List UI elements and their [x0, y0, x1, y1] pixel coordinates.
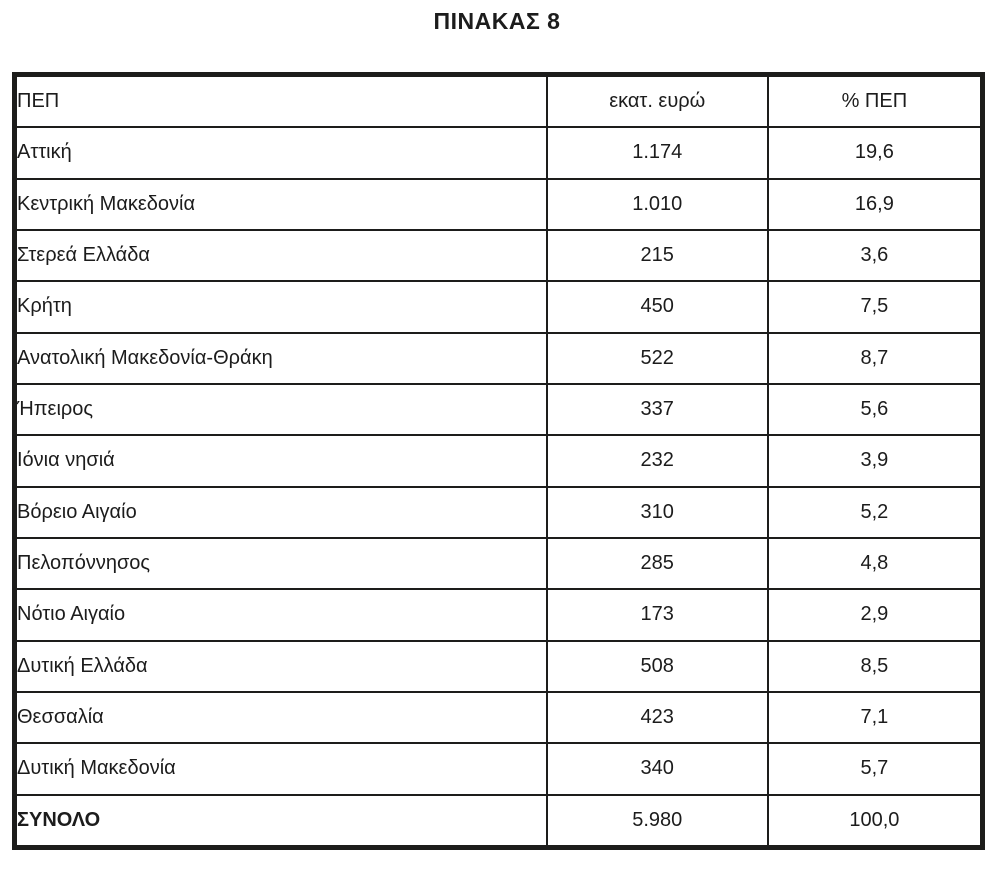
amount-cell: 1.010 — [545, 177, 769, 231]
region-name-cell: Στερεά Ελλάδα — [15, 228, 548, 283]
percent-cell: 5,6 — [766, 382, 983, 437]
table-row: Πελοπόννησος 285 4,8 — [15, 536, 983, 591]
total-amount-cell: 5.980 — [545, 793, 769, 848]
region-name-cell: Δυτική Μακεδονία — [15, 742, 548, 796]
region-name-cell: Δυτική Ελλάδα — [15, 639, 548, 693]
percent-cell: 8,7 — [766, 331, 983, 385]
table-row: Ιόνια νησιά 232 3,9 — [15, 434, 983, 488]
column-header-percent: % ΠΕΠ — [766, 74, 983, 129]
percent-cell: 7,5 — [766, 280, 983, 334]
amount-cell: 310 — [545, 485, 769, 539]
table-row: Βόρειο Αιγαίο 310 5,2 — [15, 485, 983, 539]
amount-cell: 423 — [545, 690, 769, 745]
amount-cell: 337 — [545, 382, 769, 437]
percent-cell: 3,6 — [766, 228, 983, 283]
region-name-cell: Θεσσαλία — [15, 690, 548, 745]
region-name-cell: Ανατολική Μακεδονία-Θράκη — [15, 331, 548, 385]
region-name-cell: Κρήτη — [15, 280, 548, 334]
page-title: ΠΙΝΑΚΑΣ 8 — [433, 8, 561, 34]
amount-cell: 340 — [545, 742, 769, 796]
amount-cell: 508 — [545, 639, 769, 693]
table-row: Θεσσαλία 423 7,1 — [15, 690, 983, 745]
percent-cell: 8,5 — [766, 639, 983, 693]
table-row: Κεντρική Μακεδονία 1.010 16,9 — [15, 177, 983, 231]
total-label-cell: ΣΥΝΟΛΟ — [15, 793, 548, 848]
regions-table-frame: ΠΕΠ εκατ. ευρώ % ΠΕΠ Αττική 1.174 19,6 Κ… — [12, 72, 985, 850]
table-row: Ανατολική Μακεδονία-Θράκη 522 8,7 — [15, 331, 983, 385]
percent-cell: 4,8 — [766, 536, 983, 591]
table-row: Δυτική Μακεδονία 340 5,7 — [15, 742, 983, 796]
amount-cell: 215 — [545, 228, 769, 283]
table-row: Κρήτη 450 7,5 — [15, 280, 983, 334]
region-name-cell: Ιόνια νησιά — [15, 434, 548, 488]
amount-cell: 173 — [545, 588, 769, 642]
region-name-cell: Νότιο Αιγαίο — [15, 588, 548, 642]
header-row: ΠΕΠ εκατ. ευρώ % ΠΕΠ — [15, 74, 983, 129]
percent-cell: 7,1 — [766, 690, 983, 745]
column-header-region: ΠΕΠ — [15, 74, 548, 129]
table-row: Δυτική Ελλάδα 508 8,5 — [15, 639, 983, 693]
percent-cell: 16,9 — [766, 177, 983, 231]
percent-cell: 5,2 — [766, 485, 983, 539]
region-name-cell: Κεντρική Μακεδονία — [15, 177, 548, 231]
percent-cell: 3,9 — [766, 434, 983, 488]
amount-cell: 232 — [545, 434, 769, 488]
regions-table: ΠΕΠ εκατ. ευρώ % ΠΕΠ Αττική 1.174 19,6 Κ… — [15, 74, 983, 848]
percent-cell: 19,6 — [766, 126, 983, 180]
region-name-cell: Ήπειρος — [15, 382, 548, 437]
total-percent-cell: 100,0 — [766, 793, 983, 848]
table-row: Στερεά Ελλάδα 215 3,6 — [15, 228, 983, 283]
region-name-cell: Αττική — [15, 126, 548, 180]
amount-cell: 450 — [545, 280, 769, 334]
amount-cell: 522 — [545, 331, 769, 385]
amount-cell: 285 — [545, 536, 769, 591]
table-row: Αττική 1.174 19,6 — [15, 126, 983, 180]
amount-cell: 1.174 — [545, 126, 769, 180]
table-row: Νότιο Αιγαίο 173 2,9 — [15, 588, 983, 642]
column-header-amount: εκατ. ευρώ — [545, 74, 769, 129]
region-name-cell: Βόρειο Αιγαίο — [15, 485, 548, 539]
total-row: ΣΥΝΟΛΟ 5.980 100,0 — [15, 793, 983, 848]
region-name-cell: Πελοπόννησος — [15, 536, 548, 591]
percent-cell: 5,7 — [766, 742, 983, 796]
percent-cell: 2,9 — [766, 588, 983, 642]
table-row: Ήπειρος 337 5,6 — [15, 382, 983, 437]
